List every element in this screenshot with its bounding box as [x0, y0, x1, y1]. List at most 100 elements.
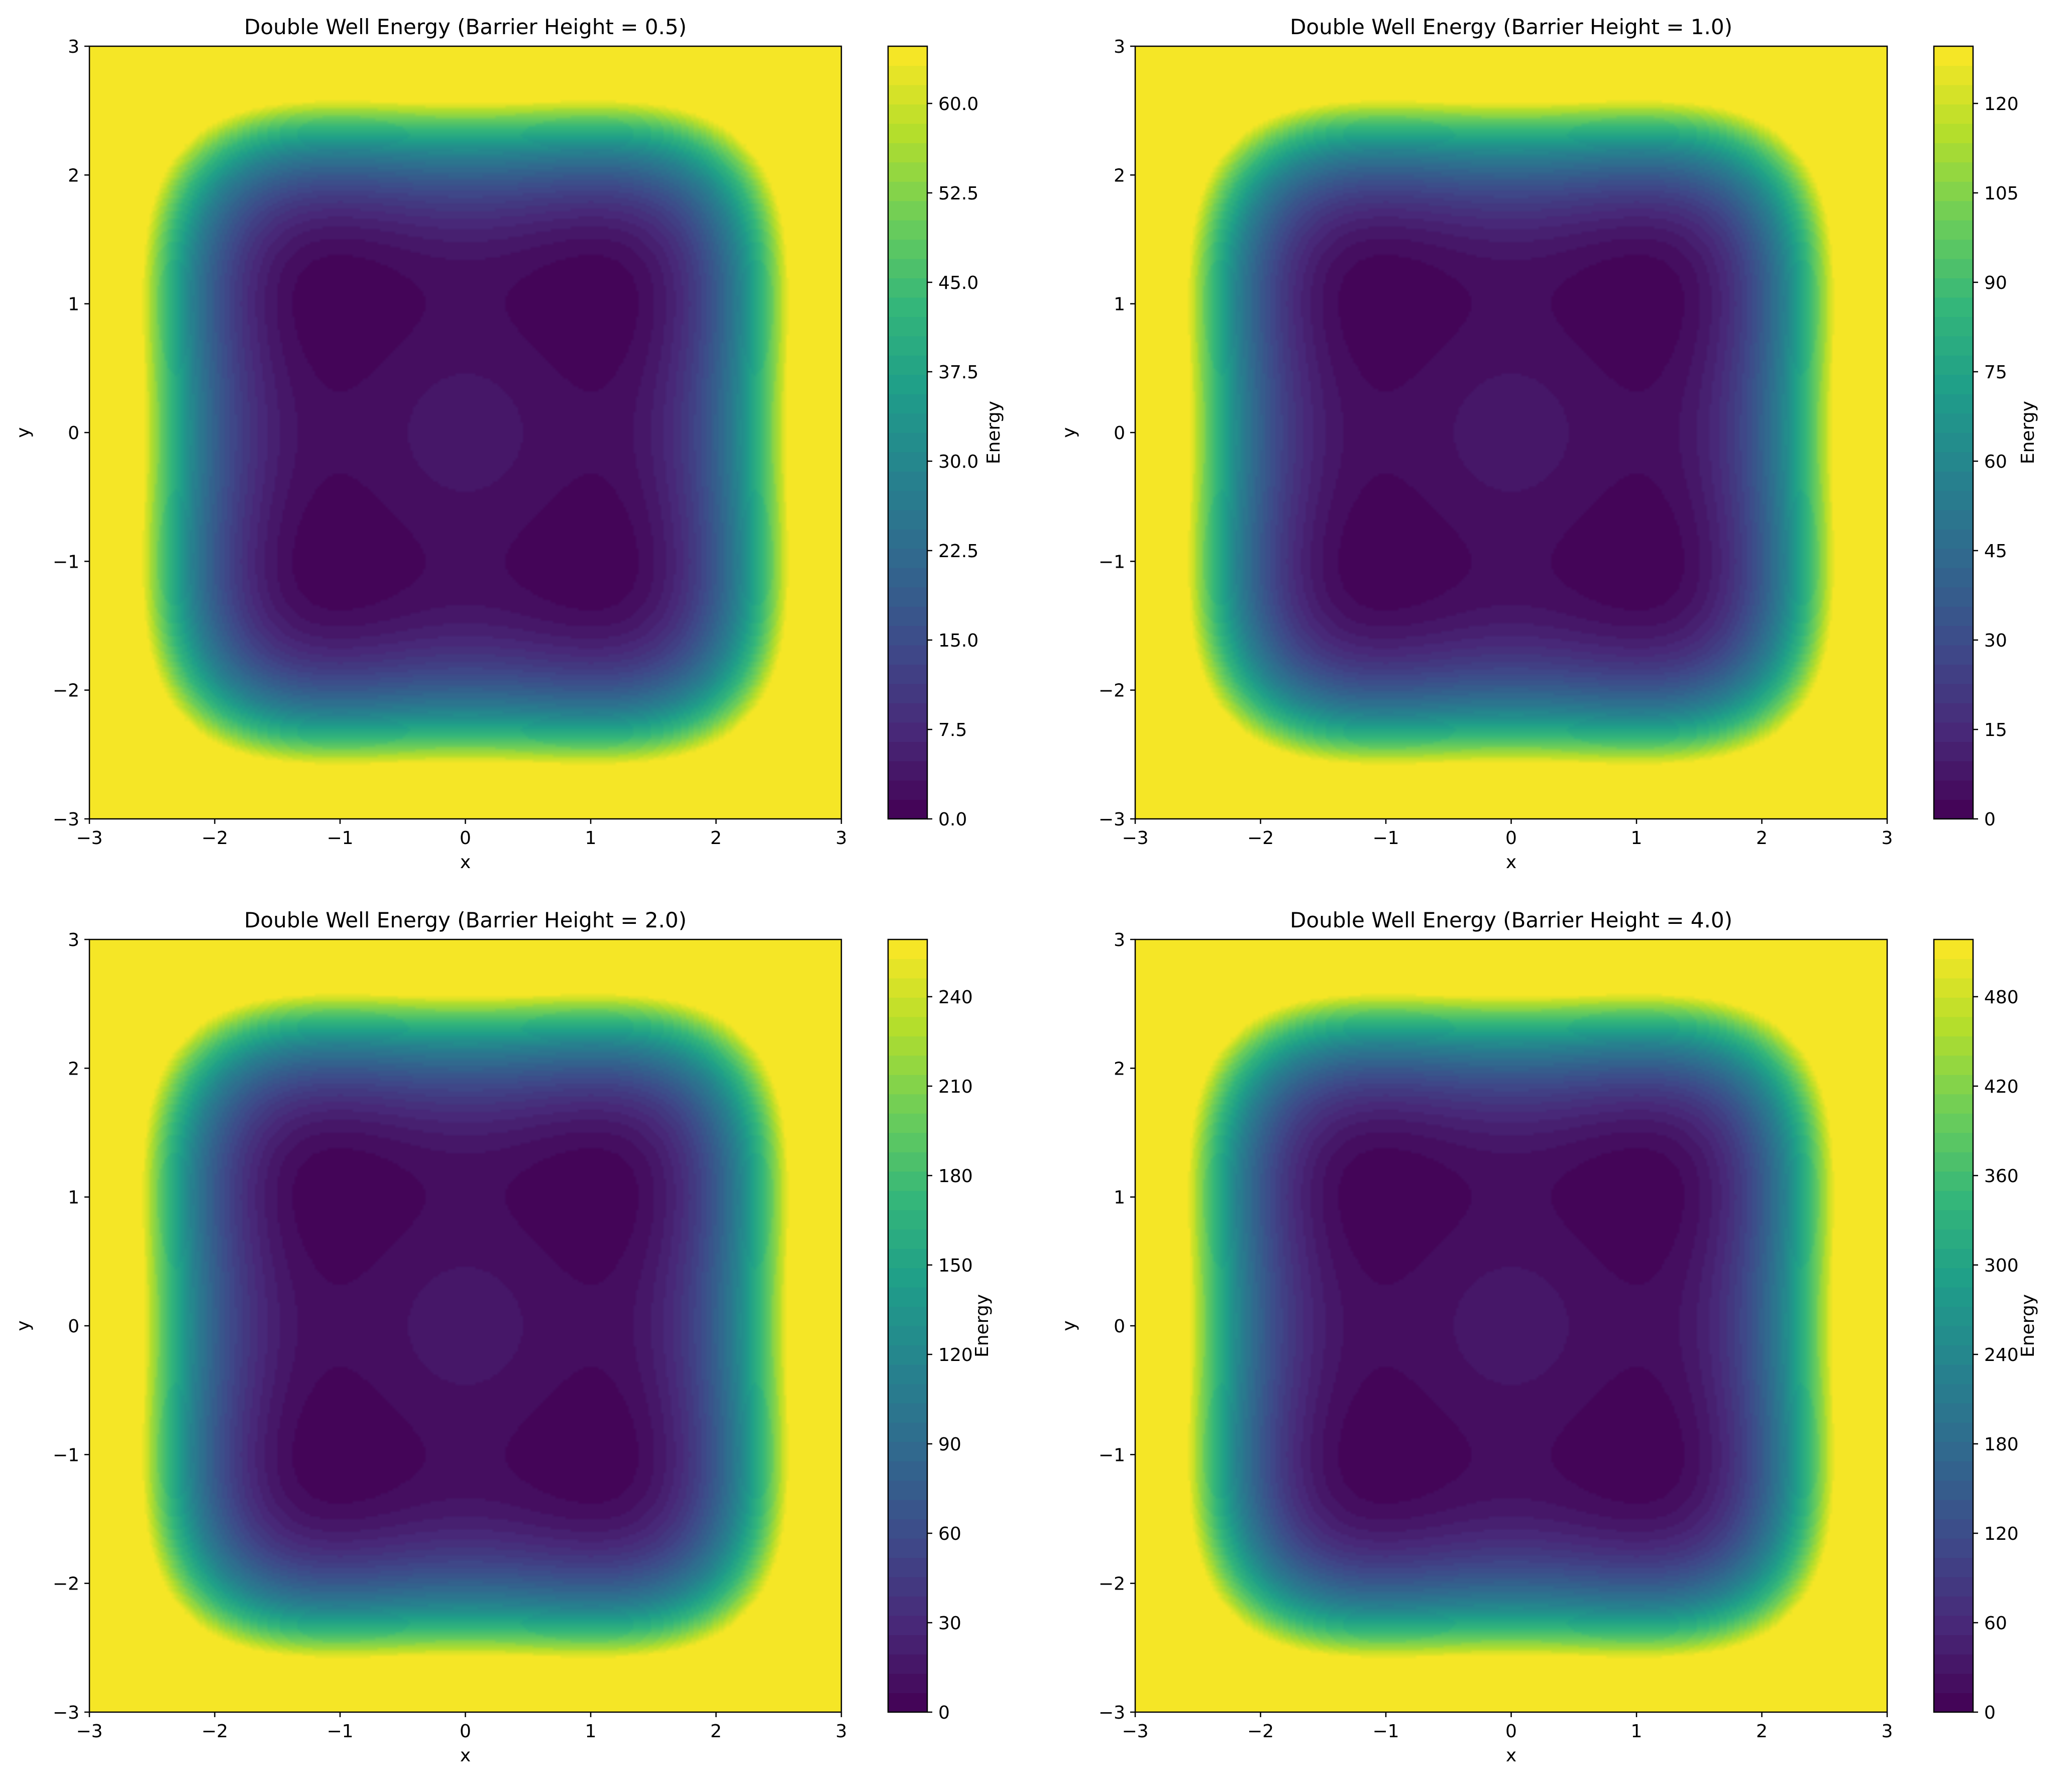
- x-tick-label: 2: [1756, 1721, 1768, 1742]
- colorbar-level: [1934, 104, 1973, 124]
- colorbar-frame: [887, 45, 928, 820]
- colorbar-level: [888, 1326, 927, 1346]
- colorbar-tick-label: 22.5: [938, 541, 978, 562]
- colorbar-level: [1934, 1422, 1973, 1442]
- x-tick-label: 3: [1882, 828, 1893, 849]
- colorbar-level: [1934, 1693, 1973, 1713]
- colorbar-level: [888, 1422, 927, 1442]
- colorbar-level: [1934, 355, 1973, 375]
- colorbar-level: [1934, 799, 1973, 819]
- colorbar-level: [1934, 200, 1973, 221]
- colorbar-level: [888, 374, 927, 394]
- colorbar-level: [1934, 1210, 1973, 1230]
- colorbar-tick-label: 105: [1984, 183, 2019, 204]
- colorbar-level: [1934, 1576, 1973, 1597]
- colorbar: 0 60 120 180 240 300 360 420 480 Energy: [1933, 938, 2038, 1723]
- colorbar-tick-label: 15: [1984, 720, 2007, 741]
- colorbar-level: [1934, 1345, 1973, 1365]
- colorbar-level: [888, 200, 927, 221]
- x-tick-label: 2: [710, 828, 722, 849]
- colorbar-level: [1934, 1635, 1973, 1655]
- colorbar-level: [888, 1171, 927, 1191]
- colorbar-level: [888, 1016, 927, 1036]
- y-tick-label: −3: [53, 1703, 79, 1723]
- colorbar-level: [1934, 1538, 1973, 1558]
- colorbar-level: [1934, 1016, 1973, 1036]
- colorbar-tick-label: 420: [1984, 1077, 2019, 1097]
- colorbar-level: [888, 959, 927, 979]
- colorbar-label: Energy: [2018, 401, 2038, 464]
- x-tick-label: 1: [1631, 1721, 1643, 1742]
- colorbar-level: [888, 761, 927, 781]
- colorbar-tick-label: 240: [938, 987, 973, 1008]
- colorbar-level: [1934, 1403, 1973, 1423]
- subplot: Double Well Energy (Barrier Height = 0.5…: [13, 15, 1004, 873]
- colorbar-level: [888, 1151, 927, 1172]
- colorbar-level: [888, 394, 927, 414]
- y-tick-label: 0: [68, 1316, 79, 1337]
- subplot: Double Well Energy (Barrier Height = 4.0…: [1059, 908, 2038, 1766]
- x-tick-label: 0: [1505, 1721, 1517, 1742]
- colorbar-tick-label: 60: [1984, 452, 2007, 472]
- y-tick-label: −1: [1099, 552, 1125, 572]
- y-tick-label: −3: [53, 809, 79, 830]
- colorbar-level: [888, 1210, 927, 1230]
- colorbar-level: [1934, 84, 1973, 104]
- colorbar-level: [888, 433, 927, 453]
- chart-title: Double Well Energy (Barrier Height = 0.5…: [244, 15, 687, 39]
- colorbar-level: [888, 606, 927, 626]
- colorbar-level: [888, 1190, 927, 1210]
- colorbar-level: [1934, 46, 1973, 66]
- colorbar-level: [888, 1094, 927, 1114]
- colorbar-tick-label: 300: [1984, 1255, 2019, 1276]
- chart-title: Double Well Energy (Barrier Height = 2.0…: [244, 908, 687, 932]
- colorbar-level: [888, 1055, 927, 1075]
- colorbar-level: [1934, 548, 1973, 568]
- colorbar-level: [888, 1036, 927, 1056]
- colorbar-tick-label: 180: [1984, 1434, 2019, 1455]
- colorbar-level: [1934, 568, 1973, 588]
- colorbar-level: [1934, 606, 1973, 626]
- y-axis-label: y: [13, 1320, 34, 1331]
- colorbar-level: [1934, 1384, 1973, 1404]
- colorbar-tick-label: 52.5: [938, 183, 978, 204]
- y-tick-label: 0: [1114, 1316, 1125, 1337]
- x-tick-label: −3: [1122, 1721, 1148, 1742]
- colorbar-level: [888, 1345, 927, 1365]
- colorbar-frame: [1933, 938, 1974, 1713]
- colorbar-tick-label: 120: [1984, 94, 2019, 115]
- colorbar-tick-label: 75: [1984, 362, 2007, 383]
- x-tick-label: −3: [76, 1721, 102, 1742]
- colorbar-tick-label: 45: [1984, 541, 2007, 562]
- y-tick-label: 1: [1114, 1188, 1125, 1208]
- colorbar-level: [1934, 939, 1973, 960]
- x-tick-label: −1: [326, 828, 353, 849]
- colorbar-level: [888, 645, 927, 665]
- colorbar-tick-label: 60: [938, 1524, 961, 1544]
- colorbar-level: [1934, 1132, 1973, 1152]
- colorbar-level: [888, 490, 927, 510]
- colorbar-level: [888, 1635, 927, 1655]
- colorbar-level: [1934, 529, 1973, 549]
- y-tick-label: 2: [68, 1059, 79, 1079]
- chart-title: Double Well Energy (Barrier Height = 1.0…: [1290, 15, 1732, 39]
- colorbar-level: [1934, 123, 1973, 143]
- colorbar-level: [1934, 433, 1973, 453]
- colorbar-level: [1934, 978, 1973, 998]
- colorbar-level: [1934, 394, 1973, 414]
- subplot: Double Well Energy (Barrier Height = 2.0…: [13, 908, 993, 1766]
- colorbar-level: [1934, 1461, 1973, 1481]
- colorbar-level: [1934, 1306, 1973, 1326]
- colorbar-tick-label: 30: [1984, 630, 2007, 651]
- colorbar-level: [1934, 1500, 1973, 1520]
- colorbar-tick-label: 120: [1984, 1524, 2019, 1544]
- y-tick-label: −3: [1099, 1703, 1125, 1723]
- colorbar-level: [888, 1075, 927, 1095]
- colorbar-level: [888, 1287, 927, 1307]
- colorbar-level: [888, 683, 927, 703]
- colorbar-level: [1934, 722, 1973, 742]
- colorbar-tick-label: 60: [1984, 1613, 2007, 1634]
- colorbar-level: [888, 625, 927, 646]
- colorbar-level: [1934, 1557, 1973, 1577]
- y-tick-label: −2: [53, 681, 79, 701]
